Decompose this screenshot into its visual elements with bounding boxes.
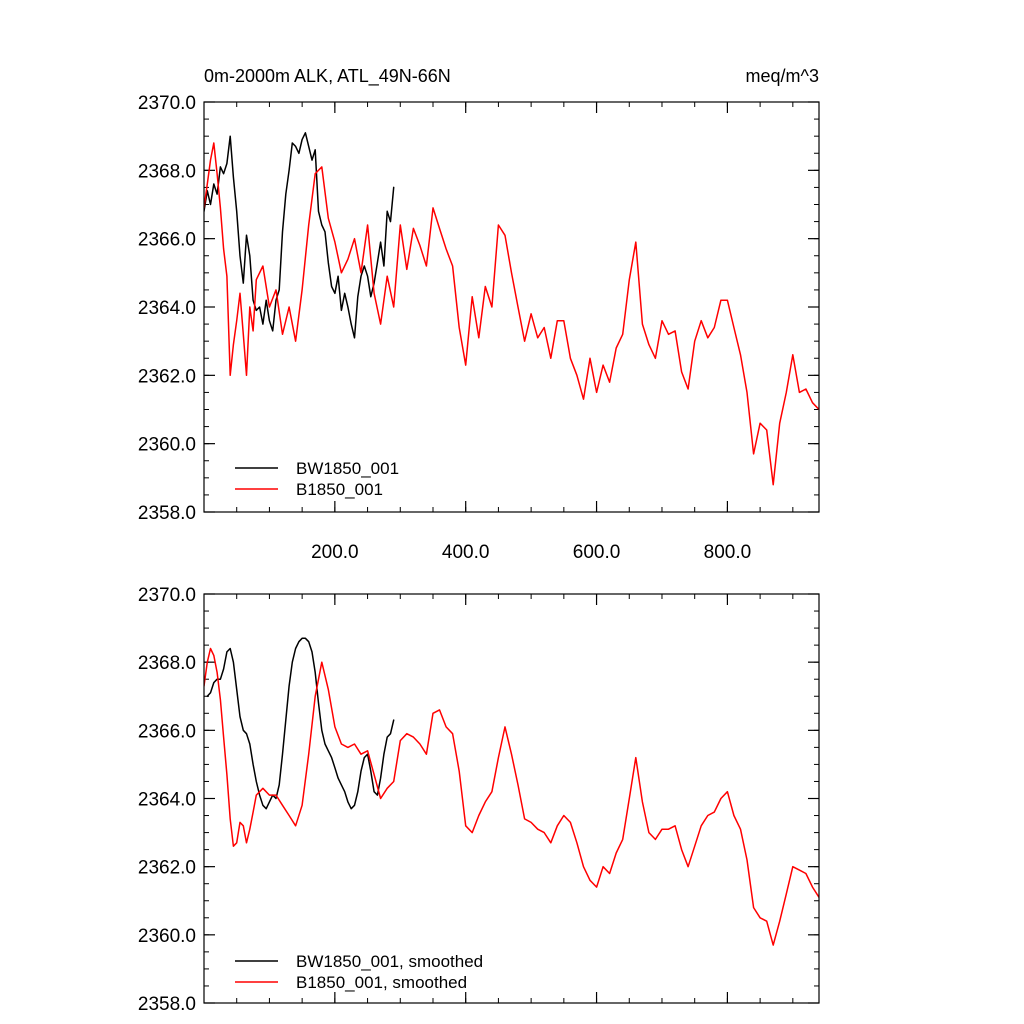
series-line-1	[204, 132, 395, 339]
legend-label: B1850_001	[296, 480, 383, 499]
major-ticks	[204, 593, 819, 1004]
x-tick-label: 200.0	[311, 542, 359, 563]
chart-title: 0m-2000m ALK, ATL_49N-66N	[204, 66, 451, 87]
units-label: meq/m^3	[746, 66, 819, 86]
y-tick-label: 2370.0	[138, 585, 196, 606]
x-tick-label: 400.0	[442, 542, 490, 563]
minor-ticks	[204, 101, 819, 513]
x-tick-label: 800.0	[704, 542, 752, 563]
series-group	[204, 132, 819, 486]
y-tick-label: 2370.0	[138, 93, 196, 114]
series-group	[204, 637, 819, 946]
plot-frame	[203, 101, 820, 513]
legend-label: BW1850_001, smoothed	[296, 952, 483, 971]
y-tick-label: 2362.0	[138, 366, 196, 387]
y-tick-label: 2358.0	[138, 994, 196, 1015]
panel-1: 2358.0 2360.0 2362.0 2364.0 2366.0 2368.0 2370…	[138, 66, 820, 563]
minor-ticks	[204, 593, 819, 1004]
y-tick-label: 2358.0	[138, 503, 196, 524]
panel-2: 2358.0 2360.0 2362.0 2364.0 2366.0 2368.0 2370…	[138, 585, 820, 1015]
series-line-1	[206, 637, 395, 810]
y-tick-label: 2368.0	[138, 161, 196, 182]
y-tick-label: 2360.0	[138, 435, 196, 456]
y-tick-label: 2364.0	[138, 298, 196, 319]
legend-label: B1850_001, smoothed	[296, 973, 467, 992]
y-tick-label: 2366.0	[138, 721, 196, 742]
series-line-2	[204, 142, 819, 486]
y-tick-label: 2368.0	[138, 653, 196, 674]
series-line-2	[204, 647, 819, 946]
major-ticks	[204, 101, 819, 513]
y-tick-label: 2360.0	[138, 926, 196, 947]
y-tick-label: 2364.0	[138, 790, 196, 811]
x-tick-label: 600.0	[573, 542, 621, 563]
plot-frame	[203, 593, 820, 1004]
legend-label: BW1850_001	[296, 459, 399, 478]
y-tick-label: 2362.0	[138, 858, 196, 879]
y-tick-label: 2366.0	[138, 230, 196, 251]
